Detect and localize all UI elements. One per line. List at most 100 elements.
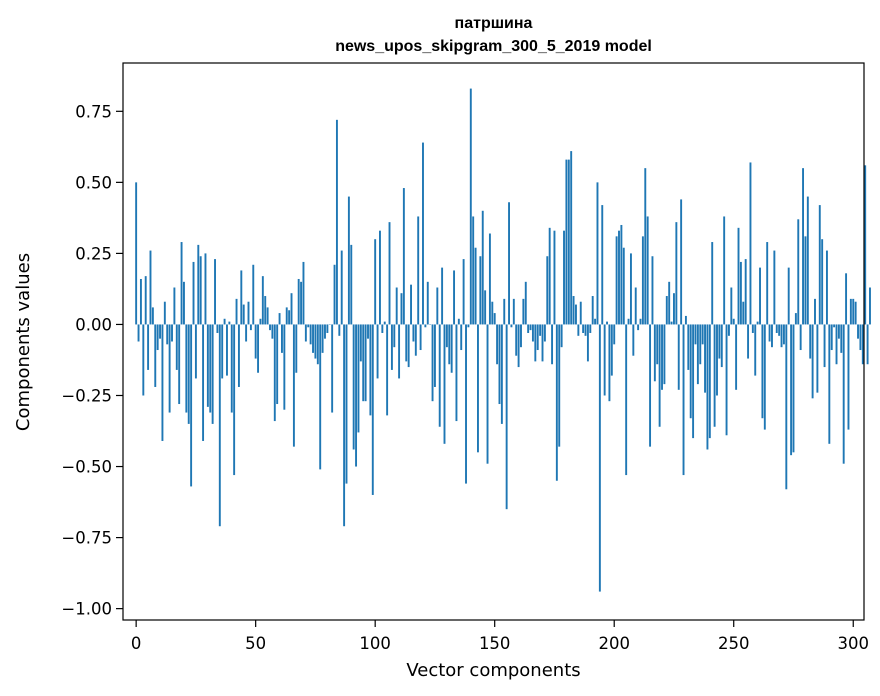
bar — [135, 182, 138, 325]
bar — [242, 304, 245, 325]
bar — [197, 244, 200, 325]
chart-title: патршина — [455, 15, 533, 32]
bar — [426, 281, 429, 325]
bar — [517, 324, 520, 368]
bar — [264, 296, 267, 325]
bar — [861, 324, 864, 365]
x-tick-label: 200 — [598, 634, 630, 653]
bar — [307, 324, 310, 328]
bar — [570, 151, 573, 325]
bar — [656, 324, 659, 365]
bar — [794, 313, 797, 325]
bar — [364, 324, 367, 402]
bar — [869, 287, 871, 325]
bar — [154, 324, 157, 387]
bar — [763, 324, 766, 430]
bar — [694, 324, 697, 345]
y-tick-label: 0.50 — [75, 173, 112, 192]
bar — [371, 324, 374, 495]
bar — [369, 324, 372, 416]
bar — [137, 324, 140, 342]
bar — [398, 324, 401, 379]
bar — [450, 324, 453, 373]
bar — [486, 324, 489, 464]
bar — [708, 324, 711, 439]
bar — [460, 324, 463, 351]
bar — [661, 324, 663, 390]
bar — [534, 324, 537, 362]
bar — [345, 324, 348, 484]
bar — [835, 324, 838, 365]
bar — [159, 324, 161, 339]
bar — [314, 324, 317, 359]
bar — [151, 307, 154, 325]
bar — [214, 259, 216, 325]
bar — [276, 324, 279, 405]
bar — [653, 324, 656, 382]
bar — [761, 324, 764, 419]
bar — [206, 324, 209, 407]
bar — [417, 216, 420, 325]
bar — [505, 324, 508, 510]
bar — [818, 205, 821, 325]
bar — [237, 324, 240, 387]
bar — [424, 324, 427, 328]
y-tick-label: −0.25 — [61, 386, 112, 405]
bar — [443, 324, 446, 444]
bar — [290, 293, 293, 325]
bar — [594, 318, 597, 325]
bar — [797, 219, 800, 325]
bar — [175, 324, 178, 370]
bar — [226, 324, 228, 376]
bar — [747, 324, 750, 359]
bar — [670, 321, 673, 325]
bar — [484, 290, 487, 325]
bar — [271, 324, 274, 339]
plot-frame — [122, 62, 865, 621]
bar — [790, 324, 793, 456]
bar — [338, 324, 341, 336]
bar — [560, 324, 563, 348]
bar — [859, 324, 862, 351]
bar — [565, 159, 568, 325]
bar — [498, 324, 501, 405]
y-axis: −1.00 −0.75 −0.50 −0.25 0.00 0.25 0.50 0.75 — [61, 102, 123, 619]
bar — [410, 284, 412, 325]
bar — [448, 324, 451, 365]
bar — [147, 324, 150, 370]
bar — [496, 324, 499, 365]
bar — [278, 313, 281, 325]
bar — [433, 324, 436, 387]
bar — [374, 239, 377, 325]
bar — [302, 261, 305, 325]
bar — [806, 196, 809, 325]
bar — [407, 324, 410, 368]
bar — [845, 273, 848, 325]
bar — [326, 324, 329, 333]
bar — [539, 324, 542, 336]
bar — [692, 324, 695, 439]
bar — [713, 324, 716, 427]
bar — [333, 264, 336, 325]
bar — [687, 324, 690, 370]
bar — [149, 250, 152, 325]
bar — [510, 324, 513, 328]
bar — [814, 298, 816, 325]
bar — [680, 199, 683, 325]
bar — [548, 227, 551, 325]
bar — [553, 230, 556, 325]
bar — [586, 324, 589, 362]
bar — [292, 324, 295, 447]
bar — [840, 324, 843, 353]
x-axis-label: Vector components — [406, 660, 580, 681]
bar — [168, 324, 171, 413]
x-tick-label: 150 — [479, 634, 511, 653]
bar — [706, 324, 709, 450]
bar — [240, 270, 243, 325]
y-tick-label: 0.75 — [75, 102, 112, 121]
bar — [491, 301, 494, 325]
bar — [211, 324, 214, 424]
bar — [383, 321, 386, 325]
bar — [799, 324, 802, 351]
bar — [816, 324, 819, 393]
